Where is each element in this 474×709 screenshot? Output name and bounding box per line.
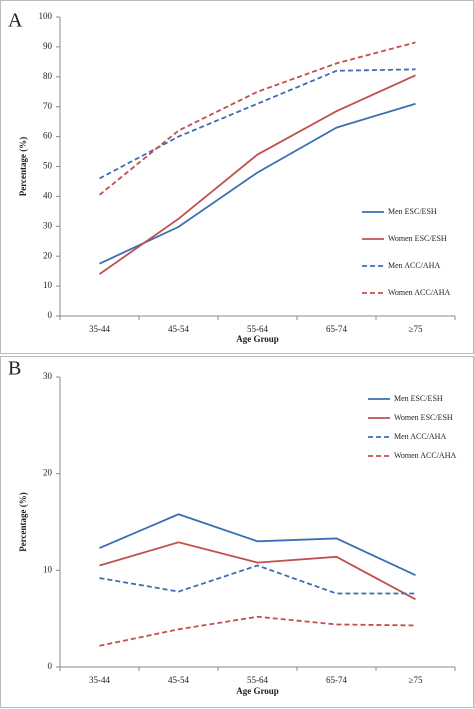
series-line [99,513,416,576]
x-tick-label: ≥75 [409,324,423,334]
y-tick-label: 50 [43,161,53,171]
series-line [99,564,416,595]
y-axis-label: Percentage (%) [18,137,28,197]
x-axis-label: Age Group [236,686,279,696]
y-tick-label: 90 [43,41,53,51]
x-tick-label: ≥75 [409,675,423,685]
legend-label: Men ESC/ESH [394,394,443,403]
x-tick-label: 65-74 [326,675,347,685]
x-tick-label: 65-74 [326,324,347,334]
y-tick-label: 0 [48,310,53,320]
x-tick-label: 45-54 [168,675,189,685]
y-tick-label: 70 [43,101,53,111]
y-tick-label: 30 [43,371,53,381]
y-tick-label: 20 [43,250,53,260]
panel-frame [0,356,474,708]
y-axis-label: Percentage (%) [18,492,28,552]
y-tick-label: 10 [43,564,53,574]
legend-label: Women ACC/AHA [388,288,450,297]
legend-label: Women ACC/AHA [394,451,456,460]
y-tick-label: 20 [43,468,53,478]
panel-label: A [8,10,23,32]
series-line [99,102,416,265]
x-tick-label: 45-54 [168,324,189,334]
y-tick-label: 80 [43,71,53,81]
legend-label: Women ESC/ESH [388,234,447,243]
x-tick-label: 35-44 [89,675,110,685]
y-tick-label: 0 [48,661,53,671]
x-tick-label: 55-64 [247,675,268,685]
legend-label: Women ESC/ESH [394,413,453,422]
legend-label: Men ACC/AHA [388,261,440,270]
y-tick-label: 100 [39,11,53,21]
series-line [98,41,416,196]
series-line [99,541,416,601]
x-tick-label: 35-44 [89,324,110,334]
y-tick-label: 60 [43,131,53,141]
panel-label: B [8,358,21,380]
y-tick-label: 10 [43,280,53,290]
legend-label: Men ESC/ESH [388,207,437,216]
y-tick-label: 40 [43,190,53,200]
series-line [99,68,416,180]
y-tick-label: 30 [43,220,53,230]
series-line [98,74,416,275]
x-axis-label: Age Group [236,334,279,344]
legend-label: Men ACC/AHA [394,432,446,441]
series-line [99,615,416,647]
panel-frame [0,0,474,354]
x-tick-label: 55-64 [247,324,268,334]
